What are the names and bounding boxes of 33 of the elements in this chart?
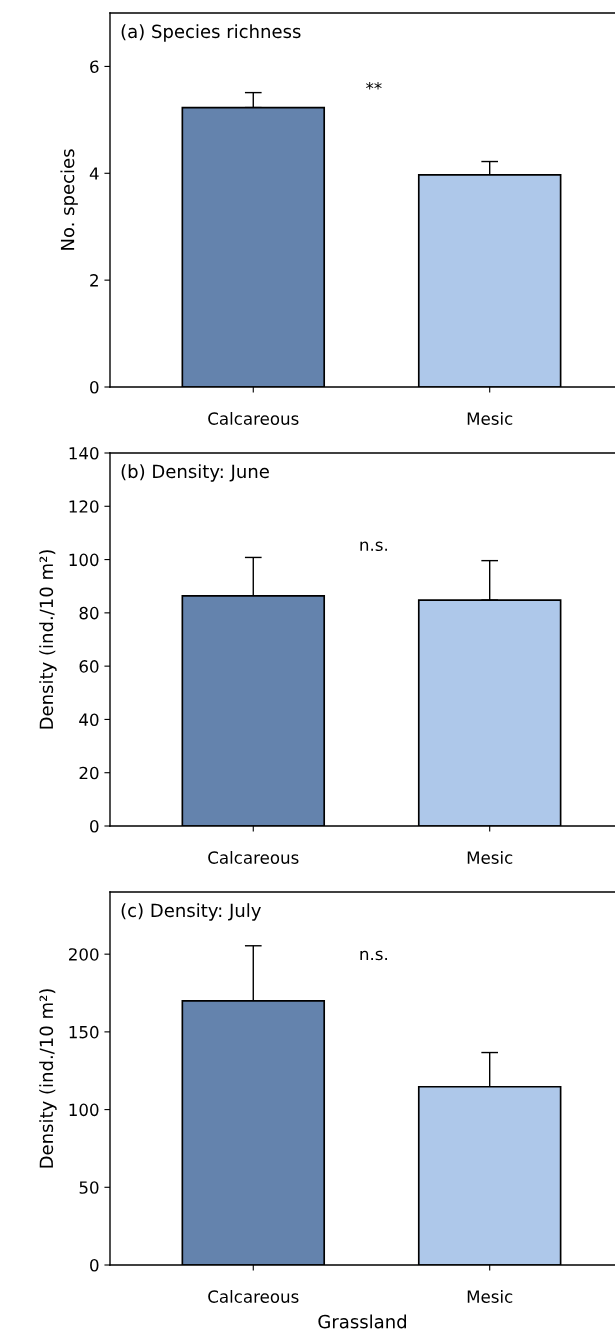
y-tick-label: 100 bbox=[69, 1103, 99, 1117]
annotation: n.s. bbox=[360, 950, 387, 961]
x-tick-label: Calcareous bbox=[208, 1290, 299, 1303]
y-tick-label: 20 bbox=[79, 766, 99, 780]
y-axis-title: Density (ind./10 m²) bbox=[39, 989, 57, 1168]
x-tick-label: Calcareous bbox=[208, 412, 299, 425]
x-tick-label: Mesic bbox=[467, 412, 513, 425]
y-tick-label: 80 bbox=[79, 606, 99, 620]
y-tick-label: 150 bbox=[69, 1025, 99, 1039]
y-tick-label: 100 bbox=[69, 553, 99, 567]
text: (c) Density: July bbox=[121, 903, 261, 921]
y-tick-label: 120 bbox=[69, 500, 99, 513]
x-tick-label: Mesic bbox=[467, 1290, 513, 1303]
y-tick-label: 0 bbox=[90, 1258, 99, 1272]
x-tick-label: Calcareous bbox=[208, 851, 299, 864]
y-tick-label: 6 bbox=[90, 60, 99, 73]
y-tick-label: 40 bbox=[79, 713, 99, 726]
annotation: ** bbox=[366, 81, 382, 90]
text: (a) Species richness bbox=[121, 24, 301, 42]
y-tick-label: 0 bbox=[90, 819, 99, 833]
y-tick-label: 4 bbox=[89, 167, 99, 180]
y-tick-label: 200 bbox=[68, 948, 99, 961]
y-tick-label: 60 bbox=[79, 660, 99, 673]
x-tick-label: Mesic bbox=[467, 851, 513, 864]
y-tick-label: 50 bbox=[79, 1181, 99, 1194]
text: (b) Density: June bbox=[121, 464, 269, 482]
y-axis-title: Density (ind./10 m²) bbox=[39, 550, 57, 729]
x-axis-title: Grassland bbox=[318, 1314, 406, 1329]
y-tick-label: 140 bbox=[69, 446, 99, 460]
y-tick-label: 0 bbox=[90, 380, 99, 394]
annotation: n.s. bbox=[360, 541, 387, 552]
y-axis-title: No. species bbox=[60, 149, 78, 250]
y-tick-label: 2 bbox=[90, 274, 98, 287]
